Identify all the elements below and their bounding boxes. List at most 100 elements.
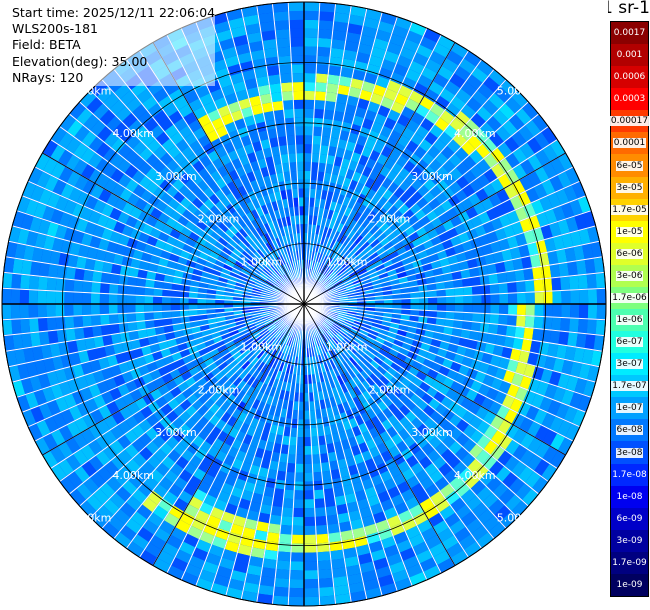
ppi-range-bin (314, 400, 321, 410)
ray-separator (113, 68, 305, 305)
ppi-range-bin (506, 235, 519, 249)
ray-separator (303, 303, 574, 442)
ppi-range-bin (244, 262, 254, 271)
ppi-range-bin (392, 308, 402, 315)
ppi-range-bin (219, 462, 232, 475)
ppi-range-bin (459, 58, 476, 74)
ppi-range-bin (265, 441, 275, 452)
ppi-range-bin (308, 383, 314, 393)
ppi-range-bin (275, 341, 282, 351)
ppi-range-bin (195, 509, 210, 523)
ppi-range-bin (502, 120, 518, 136)
ppi-range-bin (509, 398, 523, 413)
ppi-range-bin (414, 243, 426, 254)
ppi-range-bin (406, 563, 423, 578)
ppi-range-bin (459, 534, 476, 550)
ppi-range-bin (310, 170, 318, 181)
ppi-range-bin (225, 203, 236, 215)
ppi-range-bin (51, 127, 67, 144)
ppi-range-bin (386, 426, 398, 438)
ppi-range-bin (363, 578, 380, 591)
ppi-range-bin (323, 320, 332, 328)
ppi-range-bin (469, 359, 482, 371)
ppi-range-bin (435, 152, 449, 166)
ppi-range-bin (329, 359, 337, 369)
ppi-range-bin (357, 238, 367, 248)
ppi-range-bin (80, 387, 93, 402)
ppi-range-bin (418, 310, 429, 317)
ppi-range-bin (357, 300, 367, 304)
ppi-range-bin (381, 536, 396, 549)
ppi-range-bin (494, 505, 511, 522)
ppi-range-bin (364, 177, 375, 189)
ppi-range-bin (251, 198, 261, 209)
ppi-range-bin (354, 337, 364, 346)
ppi-range-bin (358, 442, 369, 454)
ppi-range-bin (82, 315, 92, 327)
ppi-range-bin (30, 406, 45, 423)
ppi-range-bin (515, 206, 528, 221)
ppi-range-bin (278, 236, 285, 246)
ppi-range-bin (549, 175, 564, 192)
ppi-range-bin (179, 291, 190, 298)
ray-separator (126, 303, 305, 549)
ppi-range-bin (326, 284, 335, 291)
ppi-range-bin (525, 471, 541, 488)
ppi-range-bin (337, 313, 347, 318)
ppi-range-bin (415, 370, 427, 382)
ppi-range-bin (58, 166, 73, 183)
ppi-range-bin (118, 362, 130, 374)
ppi-range-bin (341, 275, 351, 282)
ppi-range-bin (478, 362, 490, 374)
ppi-range-bin (173, 497, 189, 512)
ppi-range-bin (67, 378, 80, 393)
ppi-range-bin (205, 162, 217, 175)
ppi-range-bin (348, 464, 359, 476)
ppi-range-bin (89, 235, 102, 249)
ppi-range-bin (198, 428, 210, 441)
ppi-range-bin (196, 539, 212, 553)
ppi-range-bin (341, 326, 351, 333)
ppi-range-bin (404, 399, 416, 411)
ppi-range-bin (50, 144, 66, 162)
ppi-range-bin (378, 272, 389, 280)
ppi-range-bin (294, 481, 304, 491)
ppi-range-bin (118, 173, 132, 188)
ppi-range-bin (372, 393, 383, 405)
ppi-range-bin (593, 257, 605, 273)
ppi-range-bin (179, 125, 193, 139)
ppi-range-bin (565, 423, 580, 441)
ppi-range-bin (162, 205, 175, 217)
ppi-range-bin (264, 47, 278, 59)
ppi-range-bin (242, 373, 252, 383)
ppi-range-bin (228, 326, 238, 333)
ppi-range-bin (265, 156, 275, 167)
ppi-range-bin (185, 429, 198, 442)
ppi-range-bin (304, 543, 317, 553)
ppi-range-bin (93, 336, 105, 348)
ppi-range-bin (93, 488, 109, 505)
ppi-range-bin (234, 317, 244, 323)
ppi-range-bin (454, 223, 467, 236)
ppi-range-bin (529, 340, 541, 354)
ppi-range-bin (67, 215, 80, 230)
ppi-range-bin (83, 326, 94, 339)
ray-separator (303, 2, 321, 305)
ppi-range-bin (462, 155, 477, 170)
ppi-range-bin (174, 393, 187, 405)
ppi-range-bin (232, 300, 242, 304)
ppi-range-bin (383, 340, 394, 349)
ppi-range-bin (270, 313, 280, 319)
ppi-range-bin (295, 454, 304, 464)
ppi-range-bin (228, 360, 238, 370)
ppi-range-bin (449, 73, 466, 89)
ppi-range-bin (348, 510, 362, 522)
ppi-range-bin (106, 241, 119, 254)
ppi-range-bin (381, 211, 392, 223)
ppi-range-bin (247, 445, 258, 456)
ppi-range-bin (250, 160, 260, 172)
ppi-range-bin (224, 295, 234, 301)
ppi-range-bin (368, 271, 379, 279)
ppi-range-bin (443, 272, 454, 282)
ppi-range-bin (318, 162, 326, 173)
